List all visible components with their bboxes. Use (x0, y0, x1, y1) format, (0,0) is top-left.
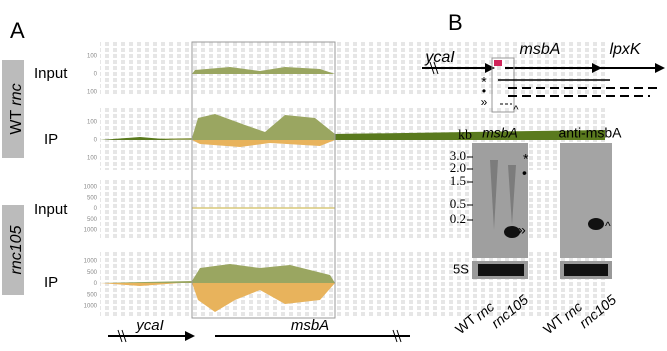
gene-label: msbA (520, 41, 561, 58)
y-tick-label: 100 (87, 156, 98, 162)
y-tick-label: 1000 (84, 259, 98, 265)
size-marker: 0.5 (450, 196, 466, 211)
track-label: IP (44, 274, 58, 291)
gene-label: lpxK (609, 41, 641, 58)
y-tick-label: 0 (94, 281, 98, 287)
track-label: IP (44, 131, 58, 148)
y-tick-label: 100 (87, 54, 98, 60)
blot (560, 143, 612, 258)
y-tick-label: 1000 (84, 304, 98, 310)
gene-label: ycaI (424, 49, 455, 66)
band-mark: ^ (605, 219, 611, 233)
map-symbol: » (481, 95, 488, 109)
gene-label: ycaI (135, 317, 164, 334)
loading-label: 5S (453, 261, 469, 276)
group-label: WT rnc (8, 83, 25, 134)
band-mark: • (522, 165, 527, 181)
unit-label: kb (458, 128, 472, 143)
y-tick-label: 100 (87, 120, 98, 126)
group-label: rnc105 (8, 225, 25, 274)
y-tick-label: 500 (87, 270, 98, 276)
panel-label: B (448, 10, 463, 35)
y-tick-label: 1000 (84, 228, 98, 234)
band-mark: » (518, 222, 526, 238)
y-tick-label: 0 (94, 206, 98, 212)
y-tick-label: 100 (87, 90, 98, 96)
panel-label: A (10, 18, 25, 43)
probe-label: anti-msbA (558, 125, 622, 141)
y-tick-label: 500 (87, 292, 98, 298)
y-tick-label: 1000 (84, 185, 98, 191)
probe-label: msbA (482, 125, 518, 141)
y-tick-label: 500 (87, 195, 98, 201)
map-symbol: ^ (513, 104, 519, 116)
track-label: Input (34, 65, 68, 82)
blot (472, 143, 528, 258)
y-tick-label: 500 (87, 217, 98, 223)
track-label: Input (34, 201, 68, 218)
y-tick-label: 0 (94, 138, 98, 144)
size-marker: 0.2 (450, 211, 466, 226)
size-marker: 1.5 (450, 173, 466, 188)
figure: A WT rnc rnc105 Input IP Input IP 100010… (0, 0, 667, 346)
gene-label: msbA (291, 317, 329, 334)
y-tick-label: 0 (94, 72, 98, 78)
